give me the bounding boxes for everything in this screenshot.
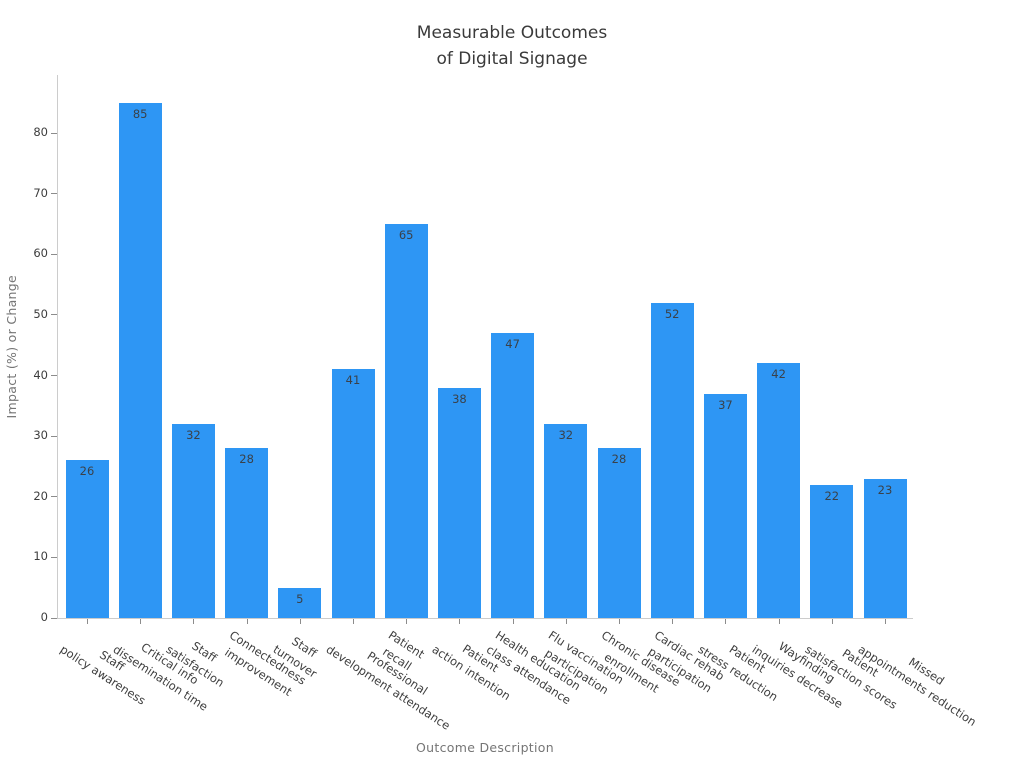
bar	[331, 369, 375, 618]
bar-value-label: 22	[824, 488, 840, 503]
y-tick-label: 60	[33, 246, 48, 261]
chart-title: Measurable Outcomes of Digital Signage	[416, 23, 608, 70]
x-tick-mark	[672, 619, 674, 624]
x-tick-mark	[512, 619, 514, 624]
bar	[171, 424, 215, 618]
x-tick-mark	[299, 619, 301, 624]
bar	[118, 102, 162, 618]
y-tick-mark	[51, 375, 57, 376]
bar-value-label: 42	[771, 367, 786, 382]
x-tick-mark	[459, 619, 461, 624]
y-tick-label: 10	[33, 549, 48, 564]
x-tick-mark	[565, 619, 567, 624]
bar-value-label: 37	[718, 397, 733, 412]
x-tick-mark	[885, 619, 886, 624]
bar-value-label: 5	[296, 591, 304, 606]
bar	[703, 393, 747, 618]
y-tick-label: 30	[33, 428, 48, 443]
bar-value-label: 32	[558, 428, 574, 442]
x-tick-mark	[619, 619, 620, 624]
y-tick-label: 20	[33, 488, 48, 503]
y-tick-mark	[51, 556, 57, 558]
bar	[810, 484, 854, 618]
x-tick-mark	[353, 619, 354, 624]
bar	[437, 387, 481, 618]
x-tick-mark	[140, 619, 142, 624]
bar-value-label: 41	[345, 373, 361, 388]
y-tick-label: 40	[33, 367, 48, 382]
x-tick-mark	[406, 619, 408, 624]
bar-value-label: 85	[132, 106, 148, 121]
bar-value-label: 52	[664, 306, 680, 321]
y-tick-label: 80	[33, 125, 48, 139]
x-tick-mark	[725, 619, 727, 624]
y-tick-mark	[51, 132, 57, 134]
bar	[278, 587, 322, 618]
x-tick-mark	[193, 619, 195, 624]
bar-value-label: 23	[877, 482, 893, 497]
bar	[863, 478, 907, 618]
bar	[225, 448, 269, 618]
x-axis-spine	[57, 618, 913, 619]
bar	[491, 333, 535, 618]
bar-value-label: 65	[398, 227, 414, 242]
bar-value-label: 28	[611, 452, 627, 467]
y-tick-mark	[51, 314, 57, 316]
bar	[597, 448, 641, 618]
x-tick-mark	[831, 619, 833, 624]
bar-value-label: 38	[452, 391, 467, 406]
bar	[650, 302, 694, 618]
bar-value-label: 47	[505, 337, 520, 352]
bar	[384, 223, 428, 618]
y-axis-spine	[57, 75, 58, 619]
y-tick-mark	[51, 617, 57, 619]
y-tick-mark	[51, 496, 57, 498]
y-tick-mark	[51, 253, 57, 255]
bar-value-label: 32	[186, 428, 201, 442]
x-tick-mark	[778, 619, 780, 624]
y-tick-label: 70	[33, 185, 48, 200]
x-tick-mark	[246, 619, 248, 624]
bar	[757, 363, 801, 618]
y-tick-label: 0	[40, 610, 48, 624]
y-tick-label: 50	[33, 306, 48, 321]
y-tick-mark	[51, 435, 57, 437]
x-tick-mark	[87, 619, 88, 624]
bar-value-label: 28	[239, 452, 254, 467]
bar-value-label: 26	[79, 464, 95, 479]
x-axis-label: Outcome Description	[416, 740, 554, 755]
bar	[544, 424, 588, 618]
bar	[65, 460, 109, 618]
y-tick-mark	[51, 193, 57, 195]
